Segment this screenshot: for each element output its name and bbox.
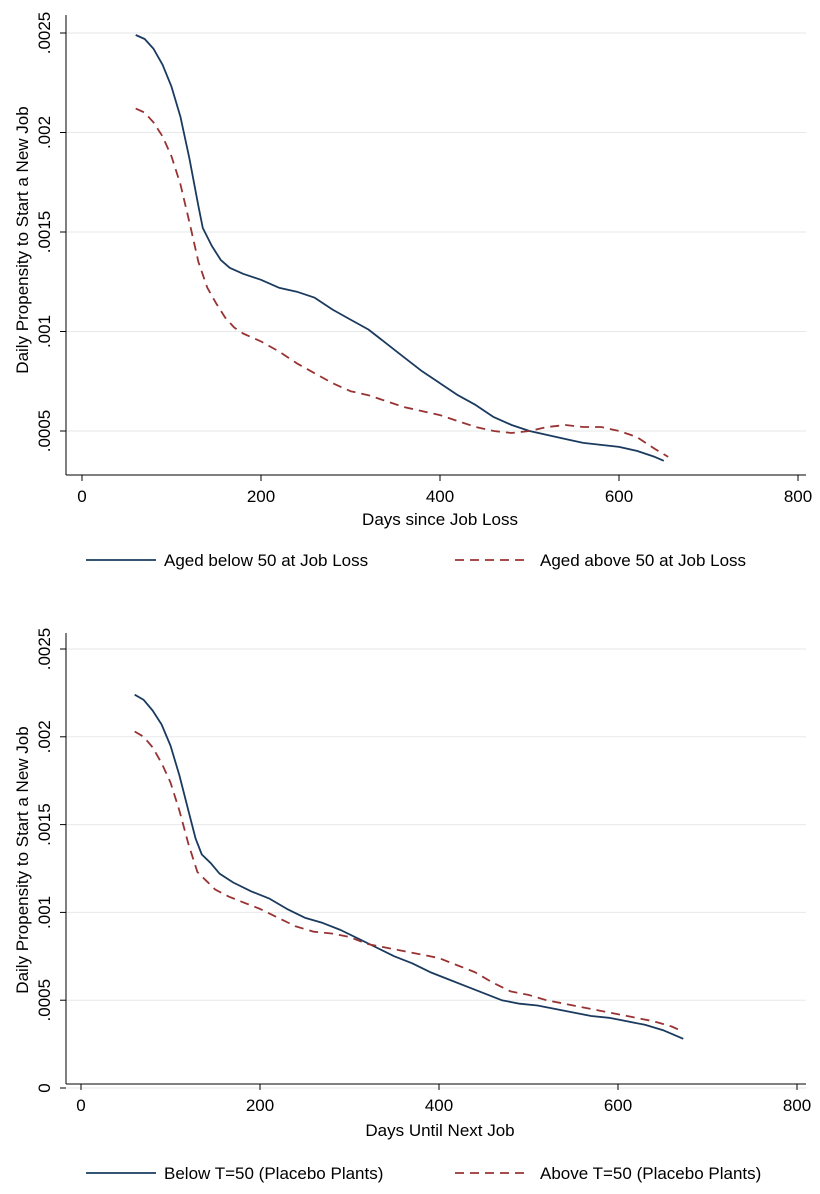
x-tick-label: 0 <box>76 1096 85 1115</box>
y-tick-label: .001 <box>35 896 54 929</box>
y-axis-title: Daily Propensity to Start a New Job <box>13 106 32 373</box>
series-line-2 <box>134 730 684 1033</box>
x-axis-title: Days Until Next Job <box>365 1121 514 1140</box>
legend-label-2: Aged above 50 at Job Loss <box>540 551 746 570</box>
y-tick-label: 0 <box>35 1083 54 1092</box>
x-tick-label: 800 <box>784 487 812 506</box>
x-tick-label: 800 <box>783 1096 811 1115</box>
chart-panel-top: .0005 .001 .0015 .002 .0025 0 200 400 600 800 Days… <box>13 12 812 570</box>
y-tick-label: .002 <box>35 720 54 753</box>
y-tick-label: .0005 <box>35 410 54 453</box>
x-tick-label: 600 <box>604 1096 632 1115</box>
legend-label-1: Below T=50 (Placebo Plants) <box>164 1164 383 1183</box>
y-tick-label: .002 <box>35 116 54 149</box>
y-tick-label: .0015 <box>35 803 54 846</box>
x-tick-label: 400 <box>426 487 454 506</box>
legend-label-1: Aged below 50 at Job Loss <box>164 551 368 570</box>
x-tick-label: 600 <box>605 487 633 506</box>
x-tick-label: 200 <box>247 487 275 506</box>
y-axis-title: Daily Propensity to Start a New Job <box>13 726 32 993</box>
series-line-2 <box>135 107 669 458</box>
chart-panel-bottom: 0 .0005 .001 .0015 .002 .0025 0 200 400 600 800 Day… <box>13 628 811 1183</box>
x-tick-label: 400 <box>425 1096 453 1115</box>
x-tick-label: 0 <box>77 487 86 506</box>
y-tick-label: .0015 <box>35 211 54 254</box>
y-tick-label: .0025 <box>35 628 54 671</box>
y-tick-label: .001 <box>35 315 54 348</box>
x-axis-title: Days since Job Loss <box>362 510 518 529</box>
series-line-1 <box>135 34 665 462</box>
series-line-1 <box>134 693 684 1040</box>
x-tick-label: 200 <box>246 1096 274 1115</box>
y-tick-label: .0005 <box>35 979 54 1022</box>
y-tick-label: .0025 <box>35 12 54 55</box>
legend-label-2: Above T=50 (Placebo Plants) <box>540 1164 761 1183</box>
